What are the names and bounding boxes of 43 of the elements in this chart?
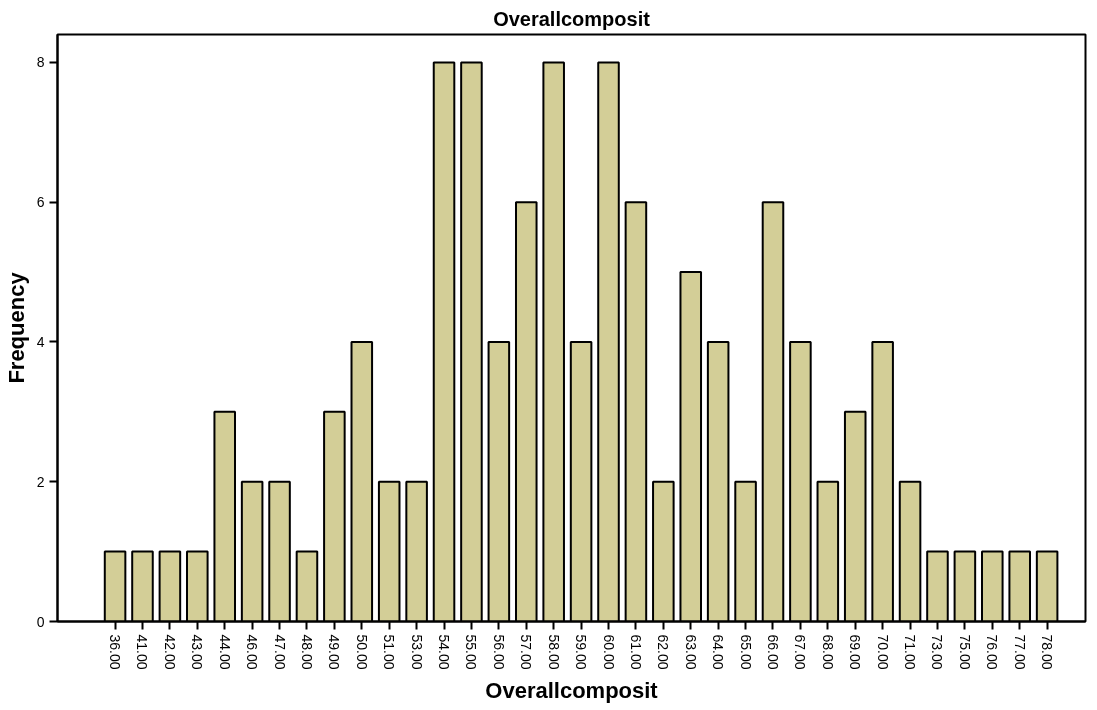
x-tick-label: 42.00 xyxy=(161,634,178,670)
y-tick-label: 0 xyxy=(36,613,45,630)
x-tick-label: 75.00 xyxy=(956,634,973,670)
x-tick-label: 61.00 xyxy=(627,634,644,670)
x-tick-label: 46.00 xyxy=(244,634,261,670)
x-tick-label: 59.00 xyxy=(573,634,590,670)
x-tick-label: 62.00 xyxy=(655,634,672,670)
y-tick-label: 2 xyxy=(36,473,45,490)
y-tick-label: 8 xyxy=(36,54,45,71)
x-tick-label: 43.00 xyxy=(189,634,206,670)
x-tick-label: 56.00 xyxy=(490,634,507,670)
chart-title: Overallcomposit xyxy=(493,7,651,30)
x-tick-label: 53.00 xyxy=(408,634,425,670)
y-axis-title: Frequency xyxy=(3,271,29,384)
x-tick-label: 64.00 xyxy=(710,634,727,670)
x-tick-label: 77.00 xyxy=(1011,634,1028,670)
x-tick-label: 48.00 xyxy=(298,634,315,670)
x-tick-label: 65.00 xyxy=(737,634,754,670)
x-tick-label: 54.00 xyxy=(436,634,453,670)
x-tick-label: 71.00 xyxy=(902,634,919,670)
x-tick-label: 68.00 xyxy=(819,634,836,670)
x-tick-label: 55.00 xyxy=(463,634,480,670)
x-tick-label: 58.00 xyxy=(545,634,562,670)
x-axis-title: Overallcomposit xyxy=(485,677,659,703)
x-tick-label: 76.00 xyxy=(984,634,1001,670)
x-tick-label: 69.00 xyxy=(847,634,864,670)
x-tick-label: 78.00 xyxy=(1039,634,1056,670)
x-tick-label: 49.00 xyxy=(326,634,343,670)
y-tick-label: 6 xyxy=(36,194,45,211)
x-tick-label: 60.00 xyxy=(600,634,617,670)
x-tick-label: 66.00 xyxy=(764,634,781,670)
x-tick-label: 57.00 xyxy=(518,634,535,670)
x-tick-label: 44.00 xyxy=(216,634,233,670)
x-tick-label: 50.00 xyxy=(353,634,370,670)
x-tick-label: 41.00 xyxy=(134,634,151,670)
x-tick-label: 47.00 xyxy=(271,634,288,670)
y-tick-label: 4 xyxy=(36,333,45,350)
x-tick-label: 36.00 xyxy=(107,634,124,670)
x-tick-label: 70.00 xyxy=(874,634,891,670)
x-tick-label: 67.00 xyxy=(792,634,809,670)
x-tick-label: 63.00 xyxy=(682,634,699,670)
x-tick-label: 51.00 xyxy=(381,634,398,670)
x-tick-label: 73.00 xyxy=(929,634,946,670)
